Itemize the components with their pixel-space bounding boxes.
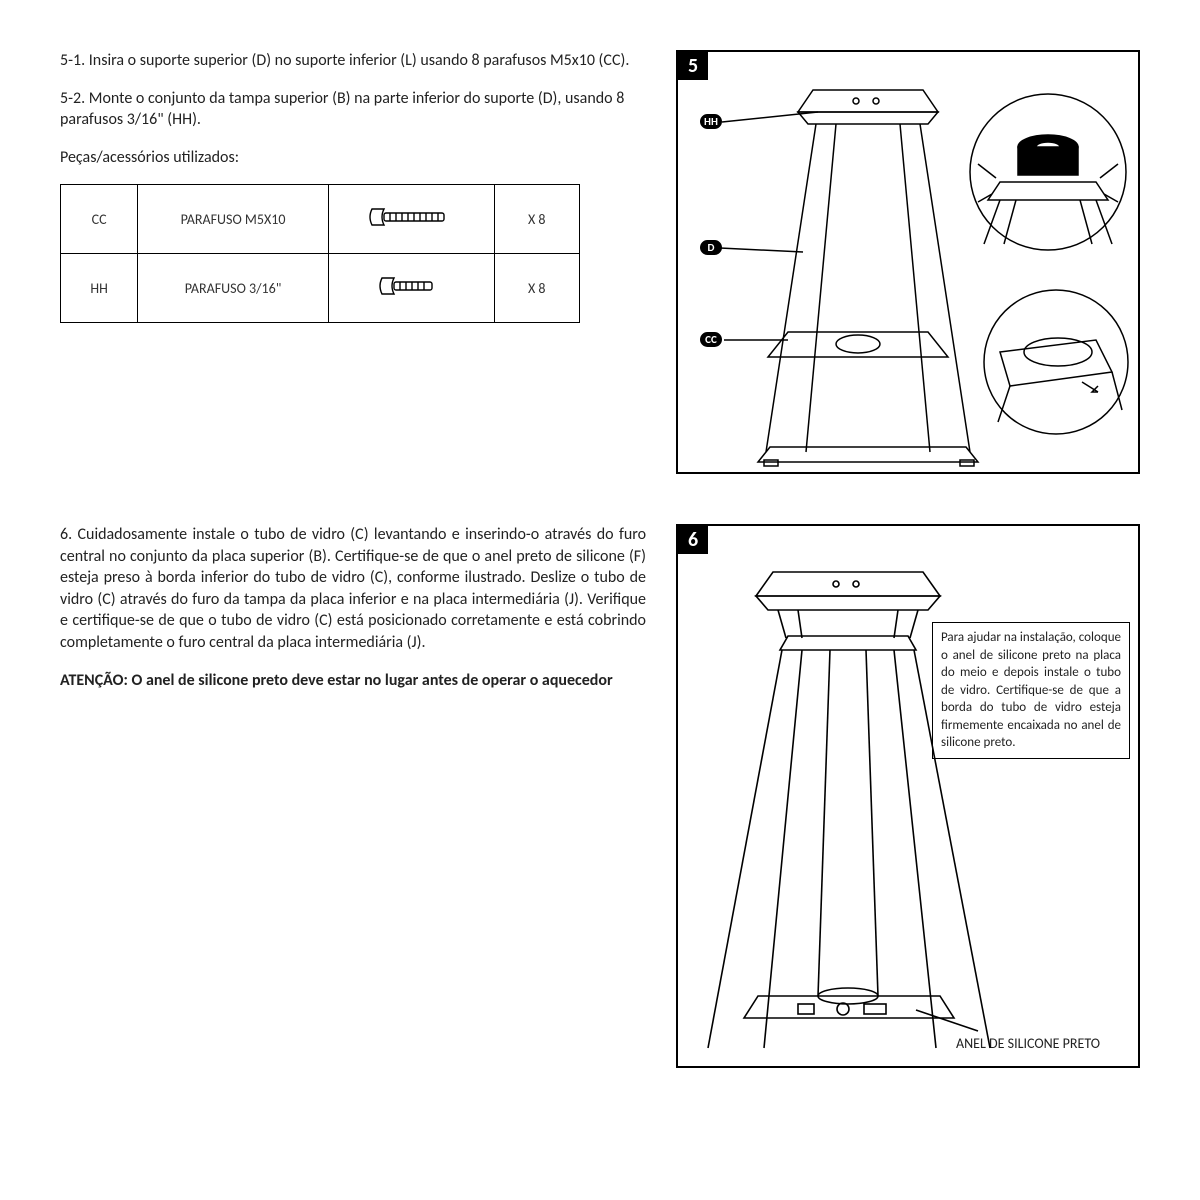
- part-code: CC: [61, 185, 138, 254]
- figure-6-column: 6 Para ajudar na instalação, coloque o a…: [676, 524, 1140, 1068]
- table-row: HH PARAFUSO 3/16": [61, 254, 580, 323]
- step-5-2-text: 5-2. Monte o conjunto da tampa superior …: [60, 88, 646, 131]
- figure-5-box: 5 HH D CC: [676, 50, 1140, 474]
- figure-6-box: 6 Para ajudar na instalação, coloque o a…: [676, 524, 1140, 1068]
- part-image-cell: [328, 254, 494, 323]
- step-6-row: 6. Cuidadosamente instale o tubo de vidr…: [60, 524, 1140, 1068]
- part-image-cell: [328, 185, 494, 254]
- step-6-text: 6. Cuidadosamente instale o tubo de vidr…: [60, 524, 646, 654]
- step-5-text-column: 5-1. Insira o suporte superior (D) no su…: [60, 50, 646, 474]
- step-6-text-column: 6. Cuidadosamente instale o tubo de vidr…: [60, 524, 646, 1068]
- figure-5-illustration: [678, 52, 1138, 472]
- step-5-row: 5-1. Insira o suporte superior (D) no su…: [60, 50, 1140, 474]
- part-qty: X 8: [494, 254, 580, 323]
- screw-icon: [376, 272, 446, 304]
- parts-used-heading: Peças/acessórios utilizados:: [60, 147, 646, 169]
- table-row: CC PARAFUSO M5X10: [61, 185, 580, 254]
- part-code: HH: [61, 254, 138, 323]
- figure-5-column: 5 HH D CC: [676, 50, 1140, 474]
- step-5-1-text: 5-1. Insira o suporte superior (D) no su…: [60, 50, 646, 72]
- parts-table: CC PARAFUSO M5X10: [60, 184, 580, 323]
- screw-icon: [366, 203, 456, 235]
- step-6-attention: ATENÇÃO: O anel de silicone preto deve e…: [60, 670, 646, 692]
- figure-6-illustration: [678, 526, 1138, 1066]
- part-name: PARAFUSO 3/16": [138, 254, 329, 323]
- part-qty: X 8: [494, 185, 580, 254]
- part-name: PARAFUSO M5X10: [138, 185, 329, 254]
